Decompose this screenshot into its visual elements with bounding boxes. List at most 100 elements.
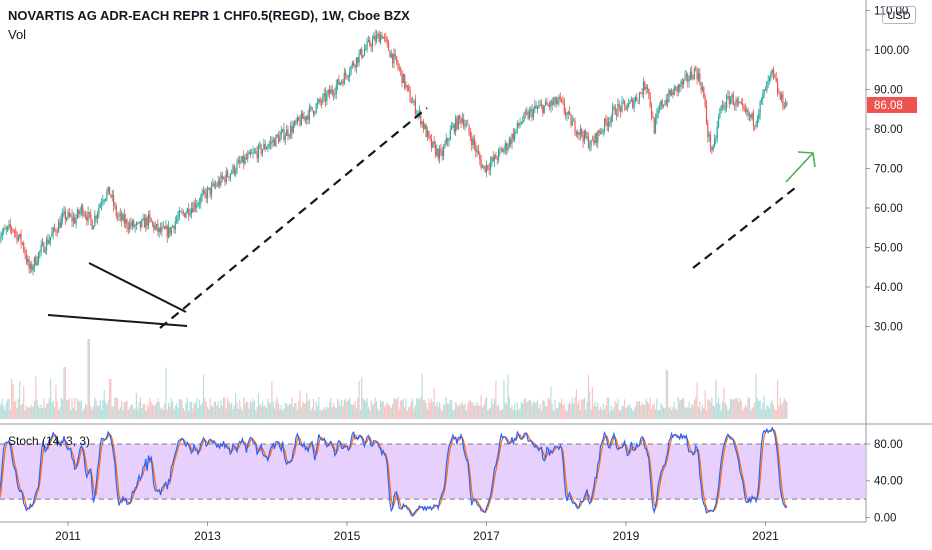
volume-bar <box>361 377 363 419</box>
candle-body <box>314 112 316 115</box>
volume-bar <box>190 402 193 419</box>
volume-bar <box>125 401 127 419</box>
candle-body <box>624 101 626 105</box>
candle-body <box>668 90 670 102</box>
volume-bar <box>249 400 252 419</box>
candle <box>68 207 70 219</box>
candle-body <box>432 141 434 148</box>
candle <box>346 74 348 80</box>
volume-bar <box>527 401 529 419</box>
candle <box>386 36 388 48</box>
candle-body <box>586 136 588 138</box>
candle-body <box>746 109 748 112</box>
candle-body <box>318 99 320 103</box>
volume-bar <box>738 402 740 419</box>
volume-bar <box>595 406 598 419</box>
candle <box>260 143 262 157</box>
volume-bar <box>248 408 250 419</box>
candle <box>273 137 276 147</box>
candle-body <box>692 77 694 80</box>
candle <box>644 80 646 91</box>
volume-label: Vol <box>8 27 27 42</box>
candle <box>354 64 356 72</box>
candle <box>483 165 485 170</box>
candle-body <box>127 227 129 230</box>
candle-body <box>245 157 247 160</box>
volume-bar <box>396 399 398 419</box>
candle-body <box>351 62 353 67</box>
candle-body <box>3 228 5 233</box>
volume-bar <box>330 398 332 419</box>
currency-button[interactable]: USD <box>882 6 916 24</box>
candle-body <box>561 98 563 101</box>
volume-bar <box>206 406 209 419</box>
candle-body <box>598 130 600 134</box>
volume-bar <box>371 404 374 419</box>
candle <box>217 175 219 188</box>
candle-body <box>613 106 615 108</box>
candle <box>174 216 176 234</box>
volume-bar <box>343 399 345 419</box>
candle <box>701 82 704 93</box>
candle <box>374 29 376 46</box>
volume-bar <box>531 405 533 419</box>
volume-bar <box>307 401 309 419</box>
volume-bar <box>328 402 331 419</box>
candle-body <box>641 93 643 95</box>
volume-bar <box>308 399 311 419</box>
volume-bar <box>648 403 650 419</box>
candle-body <box>629 101 631 104</box>
candle-body <box>640 92 642 94</box>
candle <box>452 122 454 128</box>
candle <box>599 128 602 135</box>
candle-body <box>365 48 367 50</box>
candle <box>119 208 121 222</box>
candle <box>204 188 206 199</box>
candle-body <box>331 89 333 93</box>
volume-bar <box>95 400 97 419</box>
candle-body <box>740 103 742 104</box>
candle-body <box>151 221 154 224</box>
candle <box>426 126 429 142</box>
volume-bar <box>559 402 561 419</box>
candle <box>29 261 32 274</box>
candle-body <box>736 99 738 103</box>
candle-body <box>121 213 123 221</box>
volume-bar <box>550 386 552 419</box>
volume-bar <box>616 403 618 419</box>
volume-bar <box>21 403 23 419</box>
candle-body <box>78 210 80 215</box>
volume-bar <box>660 403 662 419</box>
candle <box>41 238 44 247</box>
candle-body <box>723 104 725 109</box>
volume-bar <box>404 407 406 419</box>
candle-body <box>515 129 517 132</box>
candle-body <box>400 68 402 71</box>
volume-bar <box>743 407 745 419</box>
candle <box>586 131 588 141</box>
volume-bar <box>8 399 10 419</box>
candle <box>220 171 222 188</box>
volume-bar <box>723 387 725 419</box>
candle-body <box>594 133 596 143</box>
volume-bar <box>245 401 247 419</box>
candle <box>282 128 284 133</box>
candle-body <box>235 171 237 174</box>
volume-bar <box>583 397 586 419</box>
candle-body <box>370 45 372 47</box>
candle-body <box>538 105 540 108</box>
volume-bar <box>382 400 384 419</box>
candle-body <box>721 104 724 106</box>
chart-title: NOVARTIS AG ADR-EACH REPR 1 CHF0.5(REGD)… <box>8 8 410 23</box>
volume-bar <box>76 398 78 419</box>
candle <box>485 160 488 178</box>
volume-bar <box>71 398 73 419</box>
volume-bar <box>597 402 599 419</box>
candle <box>493 153 496 167</box>
volume-bar <box>721 401 724 419</box>
volume-bar <box>495 380 497 419</box>
volume-bar <box>56 401 58 419</box>
candle-body <box>471 137 473 146</box>
candle-body <box>277 136 280 143</box>
